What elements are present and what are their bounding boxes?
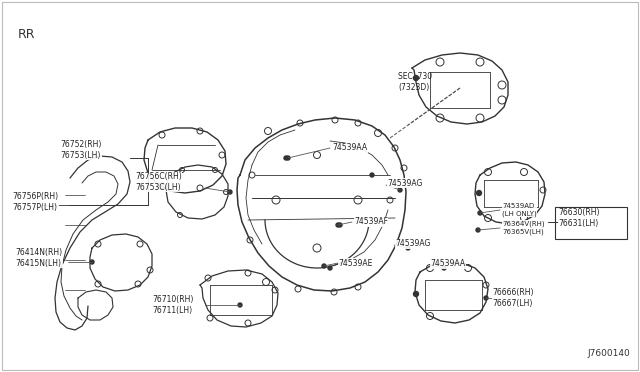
- Text: 76756P(RH)
76757P(LH): 76756P(RH) 76757P(LH): [12, 192, 58, 212]
- Circle shape: [476, 228, 480, 232]
- Text: 76756C(RH)
76753C(LH): 76756C(RH) 76753C(LH): [135, 172, 182, 192]
- Circle shape: [484, 296, 488, 300]
- Text: 76710(RH)
76711(LH): 76710(RH) 76711(LH): [152, 295, 193, 315]
- Circle shape: [228, 190, 232, 194]
- Circle shape: [286, 156, 290, 160]
- Circle shape: [336, 223, 340, 227]
- Circle shape: [90, 260, 94, 264]
- Text: 76414N(RH)
76415N(LH): 76414N(RH) 76415N(LH): [15, 248, 62, 268]
- FancyBboxPatch shape: [555, 207, 627, 239]
- Circle shape: [338, 223, 342, 227]
- Circle shape: [238, 303, 242, 307]
- Text: 74539AG: 74539AG: [387, 179, 422, 187]
- Circle shape: [328, 266, 332, 270]
- Text: J7600140: J7600140: [588, 349, 630, 358]
- Text: 74539AA: 74539AA: [332, 144, 367, 153]
- Text: 74539AE: 74539AE: [338, 259, 372, 267]
- Text: 76752(RH)
76753(LH): 76752(RH) 76753(LH): [60, 140, 101, 160]
- Circle shape: [284, 156, 288, 160]
- Text: 74539AA: 74539AA: [430, 260, 465, 269]
- Circle shape: [398, 188, 402, 192]
- Circle shape: [413, 292, 419, 296]
- Circle shape: [478, 211, 482, 215]
- Circle shape: [442, 266, 446, 270]
- Circle shape: [370, 173, 374, 177]
- Text: 76364V(RH)
76365V(LH): 76364V(RH) 76365V(LH): [502, 221, 545, 235]
- Text: RR: RR: [18, 28, 35, 41]
- Text: 74539AG: 74539AG: [395, 240, 430, 248]
- Text: 74539AF: 74539AF: [354, 218, 388, 227]
- Text: 76666(RH)
76667(LH): 76666(RH) 76667(LH): [492, 288, 534, 308]
- Circle shape: [406, 246, 410, 250]
- Text: SEC. 730
(7323D): SEC. 730 (7323D): [398, 72, 432, 92]
- Circle shape: [413, 76, 419, 80]
- Circle shape: [477, 190, 481, 196]
- Circle shape: [322, 264, 326, 268]
- Text: 76630(RH)
76631(LH): 76630(RH) 76631(LH): [558, 208, 600, 228]
- Text: 74539AD
(LH ONLY): 74539AD (LH ONLY): [502, 203, 537, 217]
